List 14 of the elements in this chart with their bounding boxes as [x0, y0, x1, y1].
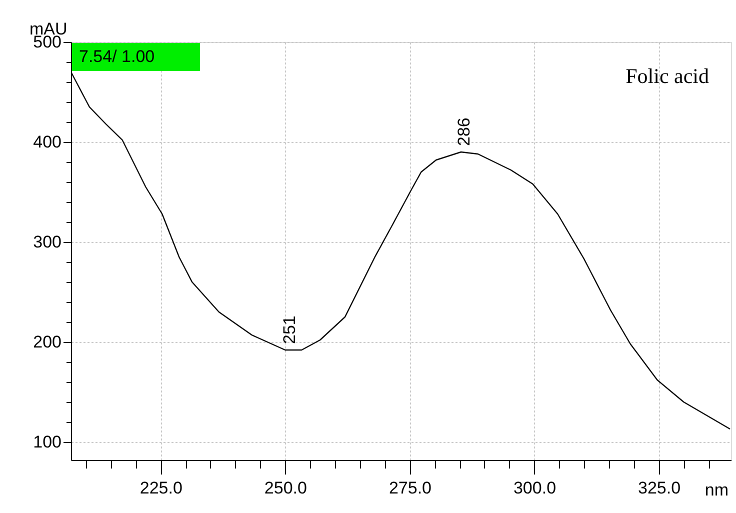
x-tick-label: 325.0 — [638, 478, 681, 498]
annotation: 251 — [280, 316, 300, 344]
x-tick-label: 225.0 — [140, 478, 182, 498]
y-tick-label: 100 — [33, 432, 62, 452]
annotation: 7.54/ 1.00 — [79, 47, 155, 66]
annotation: Folic acid — [626, 64, 710, 88]
x-tick-label: 275.0 — [388, 478, 432, 498]
x-tick-label: 300.0 — [513, 478, 556, 498]
x-axis-title: nm — [704, 480, 728, 500]
y-tick-label: 300 — [33, 232, 62, 252]
y-tick-label: 200 — [33, 332, 62, 352]
y-tick-label: 400 — [33, 132, 62, 152]
x-tick-label: 250.0 — [264, 478, 307, 498]
annotation: 286 — [454, 118, 474, 146]
